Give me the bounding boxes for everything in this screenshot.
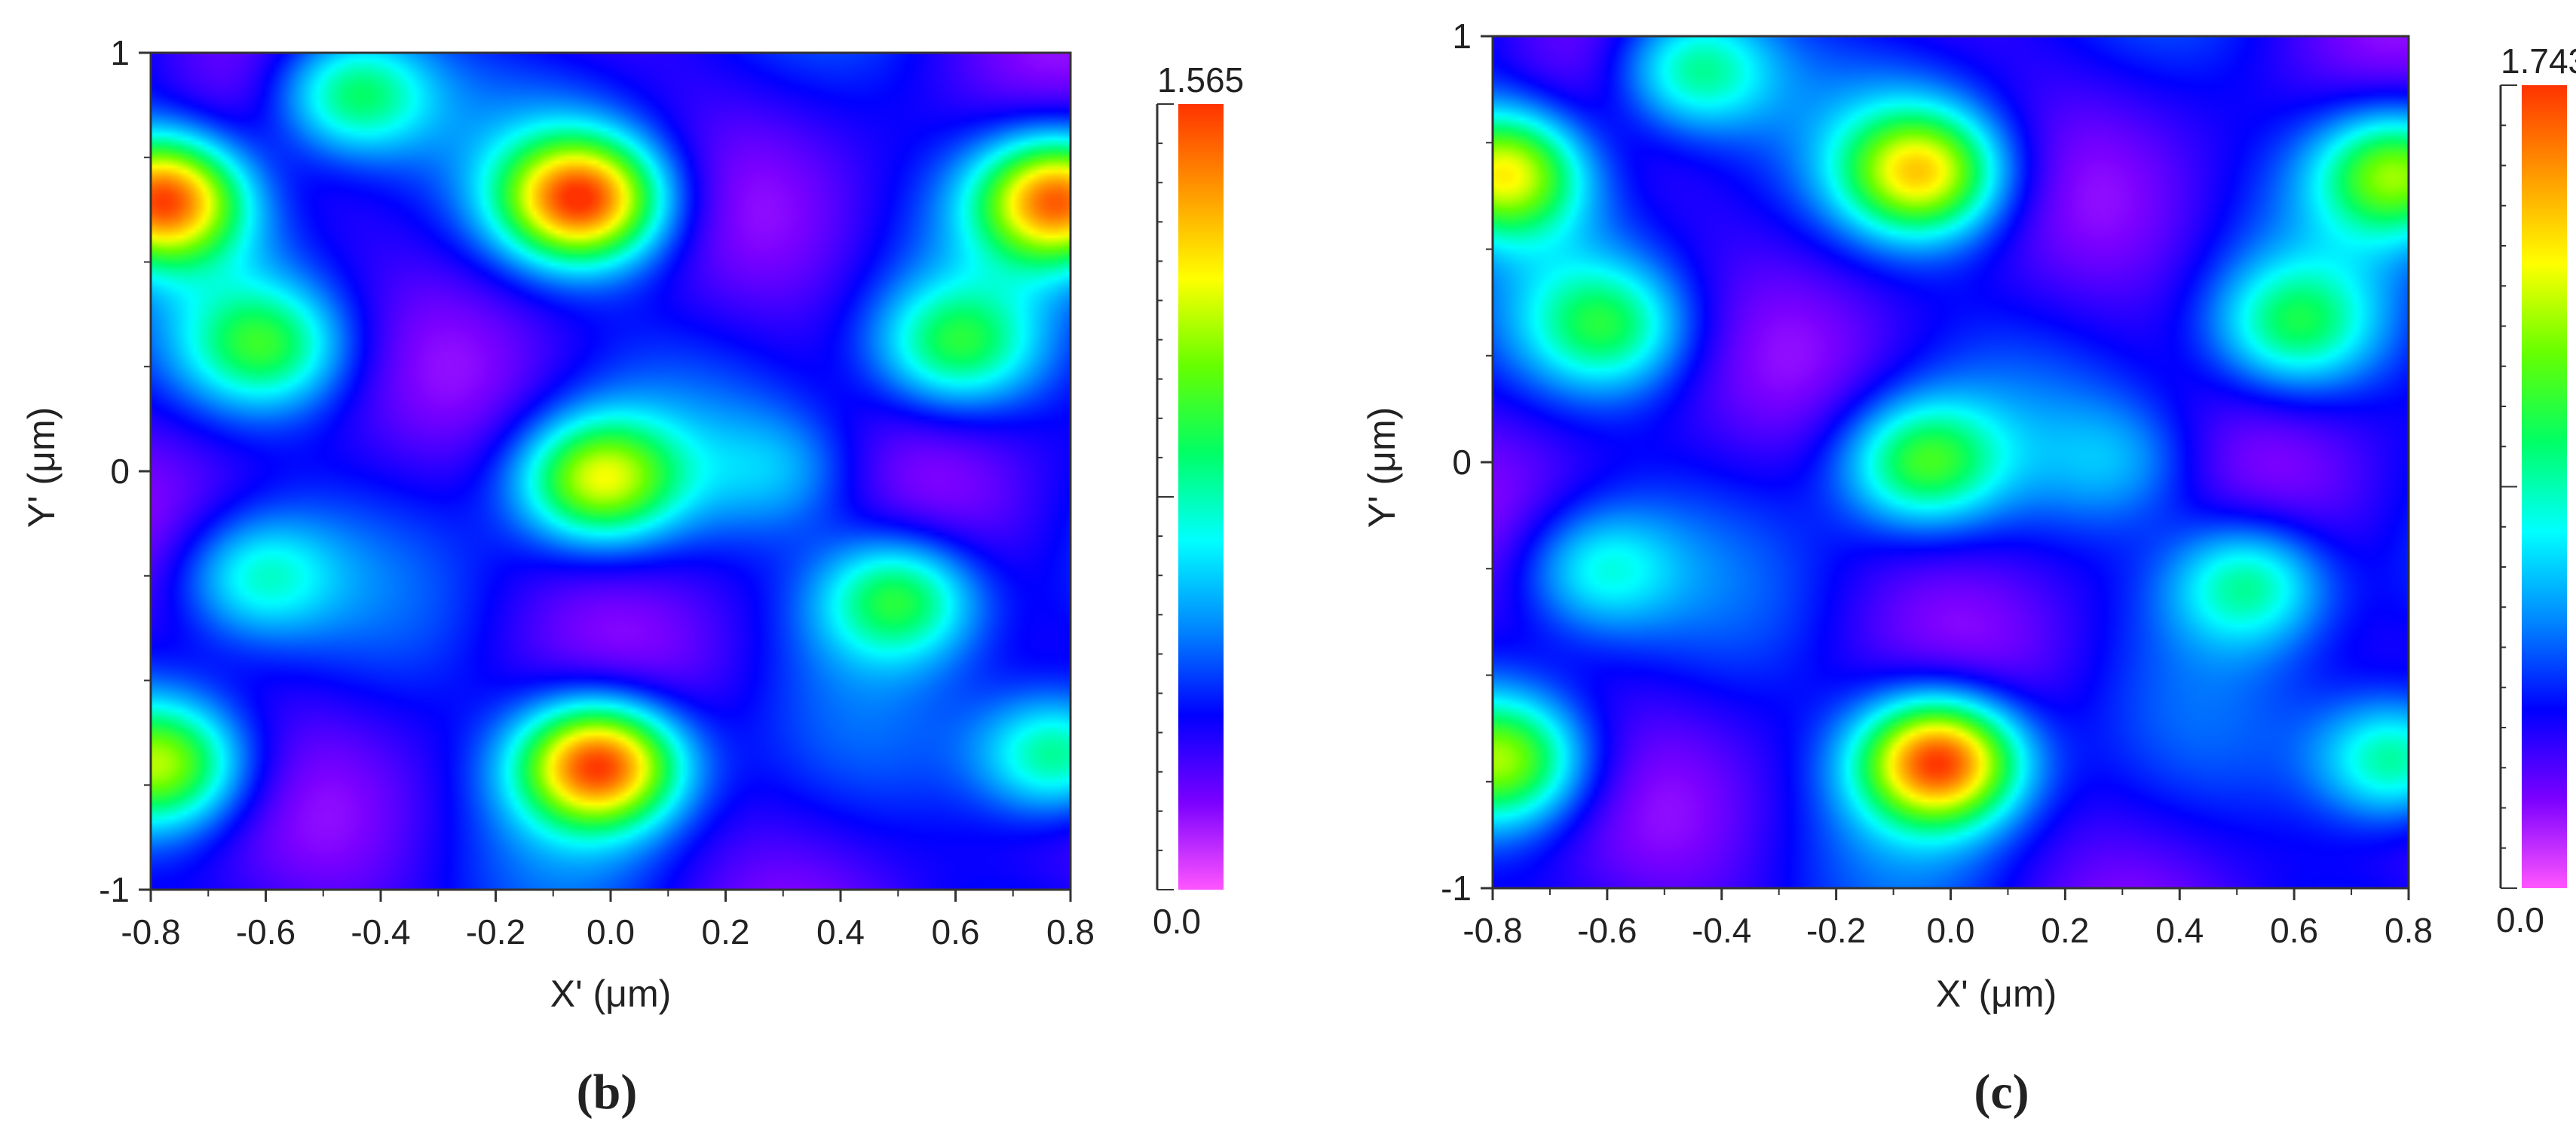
x-tick-label: 0.2 <box>702 912 750 952</box>
x-tick-label: -0.6 <box>236 912 296 952</box>
x-tick-label: 0.2 <box>2041 911 2089 950</box>
panel-c: -0.8 -0.6 -0.4 -0.2 0.0 0.2 0.4 0.6 0.8 1 0 -1 X' (μ… <box>1361 17 2576 1120</box>
colorbar-min-label: 0.0 <box>1153 902 1201 941</box>
y-tick-label: -1 <box>99 870 130 909</box>
x-tick-label: 0.4 <box>816 912 865 952</box>
x-tick-label: 0.6 <box>2270 911 2318 950</box>
y-axis-label: Y' (μm) <box>1361 407 1403 529</box>
x-tick-label: 0.8 <box>1046 912 1095 952</box>
x-tick-label: 0.6 <box>932 912 980 952</box>
panel-label: (b) <box>577 1065 638 1120</box>
x-tick-label: -0.4 <box>1692 911 1751 950</box>
x-tick-label: -0.8 <box>121 912 180 952</box>
heatmap-field <box>151 53 1071 890</box>
colorbar-min-label: 0.0 <box>2496 900 2544 939</box>
x-tick-label: -0.2 <box>1806 911 1866 950</box>
x-tick-label: 0.0 <box>587 912 635 952</box>
y-tick-label: 1 <box>1452 17 1472 56</box>
x-tick-label: 0.8 <box>2385 911 2433 950</box>
y-tick-label: 1 <box>110 33 130 72</box>
x-axis-label: X' (μm) <box>1936 973 2057 1015</box>
colorbar-max-label: 1.565 <box>1157 60 1244 100</box>
colorbar <box>2522 85 2567 888</box>
y-tick-label: 0 <box>110 452 130 491</box>
panel-label: (c) <box>1974 1065 2029 1120</box>
x-tick-label: 0.4 <box>2155 911 2204 950</box>
x-tick-label: -0.2 <box>466 912 525 952</box>
colorbar <box>1178 104 1224 890</box>
heatmap-field <box>1493 36 2409 888</box>
y-tick-label: 0 <box>1452 443 1472 482</box>
x-tick-label: 0.0 <box>1927 911 1975 950</box>
panel-b: -0.8 -0.6 -0.4 -0.2 0.0 0.2 0.4 0.6 0.8 1 0 -1 X' (μ… <box>20 33 1244 1120</box>
x-axis-label: X' (μm) <box>550 973 672 1015</box>
y-tick-label: -1 <box>1441 869 1472 908</box>
x-tick-label: -0.8 <box>1463 911 1522 950</box>
x-tick-label: -0.6 <box>1577 911 1637 950</box>
colorbar-max-label: 1.743 <box>2501 41 2576 81</box>
y-axis-label: Y' (μm) <box>20 407 63 529</box>
x-tick-label: -0.4 <box>351 912 410 952</box>
